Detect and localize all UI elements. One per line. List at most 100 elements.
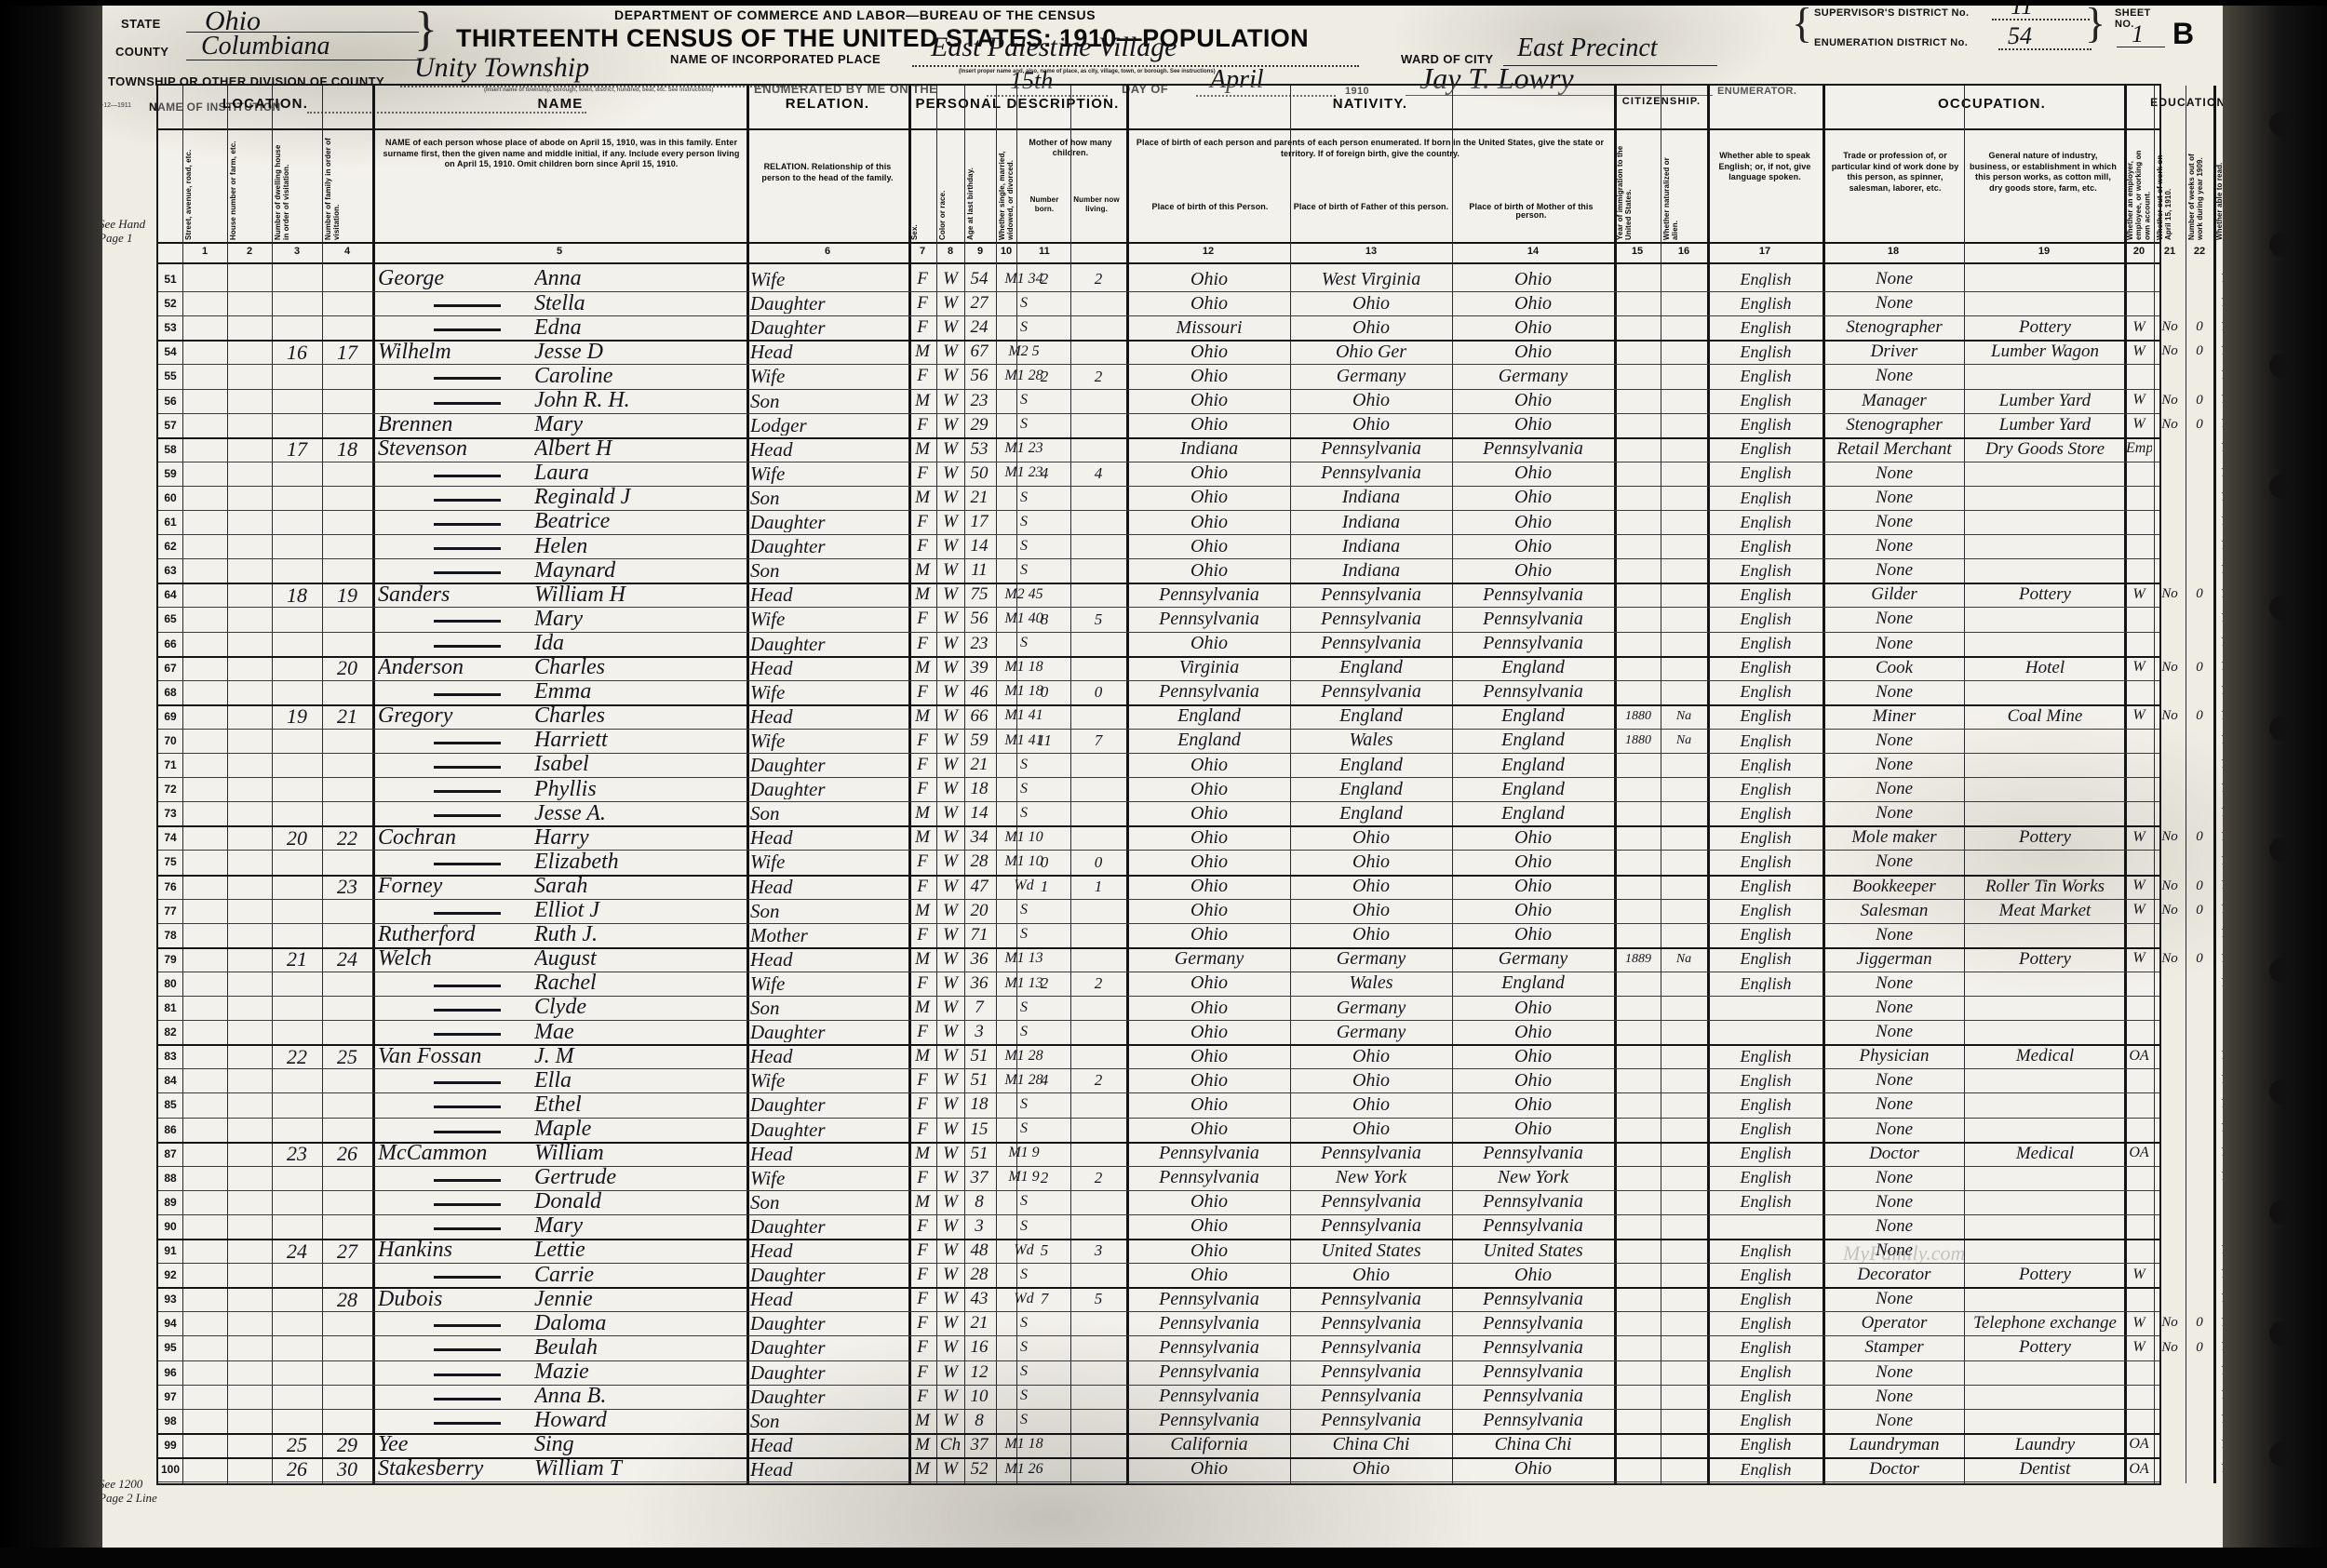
cell-age: 36: [970, 949, 989, 969]
family-rule: [158, 1044, 2159, 1047]
cell-given: Anna B.: [534, 1385, 607, 1409]
cell-emp: OA: [2129, 1048, 2149, 1064]
cell-relation: Wife: [750, 269, 786, 290]
colhdr-24: Whether able to write.: [2247, 160, 2255, 240]
cell-oow: No: [2161, 1316, 2178, 1331]
supervisor-district-label: SUPERVISOR'S DISTRICT No.: [1814, 7, 1970, 19]
cell-pob: Ohio: [1190, 901, 1228, 921]
cell-sex: F: [917, 1362, 928, 1382]
cell-emp: W: [2132, 708, 2145, 724]
cell-relation: Wife: [750, 851, 786, 873]
family-rule: [158, 825, 2159, 828]
ditto-dash: [434, 1130, 501, 1133]
cell-ms: M1 13: [1004, 975, 1043, 991]
ditto-dash: [434, 644, 501, 648]
vrule-english-end: [1823, 86, 1825, 1483]
cell-emp: W: [2132, 586, 2145, 602]
cell-race: W: [943, 1047, 958, 1066]
cell-emp: W: [2132, 343, 2145, 359]
cell-nl: 3: [1094, 1242, 1103, 1259]
cell-mpob: Ohio: [1514, 1070, 1552, 1091]
row-rule: [158, 753, 2159, 754]
cell-fpob: England: [1339, 706, 1403, 727]
line-number: 67: [164, 661, 177, 675]
colnum-23: 23: [2223, 246, 2236, 257]
cell-read: Yes: [2220, 272, 2239, 286]
cell-eng: English: [1740, 635, 1792, 652]
family-rule: [158, 436, 2159, 439]
cell-occ: Doctor: [1869, 1459, 1919, 1479]
cell-mpob: Ohio: [1514, 1022, 1552, 1042]
vrule-c2: [272, 86, 273, 1483]
cell-fpob: Wales: [1349, 730, 1393, 751]
cell-pob: Ohio: [1190, 1046, 1228, 1066]
colhdr-10: Whether single, married, widowed, or div…: [998, 151, 1015, 240]
cell-write: Yes: [2252, 442, 2270, 456]
cell-ms: S: [1020, 1315, 1028, 1331]
cell-fpob: Germany: [1336, 998, 1406, 1018]
cell-sex: F: [917, 1023, 928, 1042]
cell-wks: 0: [2196, 951, 2203, 966]
cell-write: Yes: [2252, 1267, 2270, 1281]
cell-occ: None: [1875, 1095, 1914, 1115]
cell-eng: English: [1740, 1145, 1792, 1163]
cell-sex: M: [915, 561, 930, 581]
cell-eng: English: [1740, 294, 1792, 313]
cell-relation: Wife: [750, 1167, 786, 1188]
cell-age: 37: [970, 1168, 989, 1187]
cell-sex: F: [917, 513, 928, 531]
cell-nl: 4: [1094, 464, 1103, 482]
row-rule: [158, 534, 2159, 536]
cell-race: W: [943, 270, 958, 288]
cell-nb: 7: [1040, 1291, 1049, 1308]
cell-fpob: England: [1339, 803, 1403, 824]
cell-eng: English: [1740, 416, 1792, 435]
cell-pob: Ohio: [1190, 366, 1228, 386]
vrule-school-end: [2312, 86, 2315, 1483]
cell-age: 51: [970, 1144, 989, 1163]
cell-occ: Decorator: [1857, 1266, 1931, 1285]
cell-emp: W: [2132, 903, 2145, 918]
cell-pob: Ohio: [1190, 391, 1228, 411]
cell-ms: M1 28: [1004, 369, 1043, 384]
cell-race: W: [943, 901, 958, 920]
cell-occ: Driver: [1870, 342, 1918, 362]
cell-read: Yes: [2220, 442, 2239, 456]
cell-emp: W: [2132, 393, 2145, 409]
line-number: 78: [164, 928, 177, 942]
cell-eng: English: [1740, 926, 1792, 945]
cell-sex: F: [917, 367, 928, 386]
cell-age: 24: [970, 318, 989, 338]
cell-relation: Wife: [750, 609, 786, 630]
ditto-dash: [434, 1033, 501, 1037]
cell-occ: None: [1875, 513, 1914, 531]
line-number: 80: [164, 976, 177, 990]
line-number: 91: [164, 1244, 177, 1257]
row-rule: [158, 485, 2159, 487]
cell-mpob: Ohio: [1514, 512, 1552, 532]
vrule-c4: [372, 86, 375, 1483]
cell-emp: OA: [2129, 1437, 2149, 1453]
ditto-dash: [434, 1106, 501, 1109]
cell-nat: Na: [1675, 952, 1692, 966]
cell-occ: Retail Merchant: [1836, 439, 1952, 459]
cell-ms: S: [1020, 927, 1028, 943]
cell-sch: Yes: [2285, 539, 2304, 553]
cell-sex: F: [917, 1216, 928, 1236]
cell-fpob: Ohio: [1352, 877, 1390, 897]
cell-emp: W: [2132, 951, 2145, 967]
cell-age: 11: [971, 561, 988, 581]
cell-age: 48: [970, 1241, 989, 1260]
cell-mpob: Pennsylvania: [1483, 584, 1583, 605]
row-rule: [158, 996, 2159, 997]
cell-sex: F: [917, 610, 928, 629]
enumeration-district-label: ENUMERATION DISTRICT No.: [1814, 37, 1969, 48]
cell-write: Yes: [2252, 879, 2270, 893]
cell-ms: M1 28: [1004, 1048, 1043, 1064]
cell-fpob: Pennsylvania: [1321, 1313, 1421, 1333]
cell-race: W: [943, 391, 958, 410]
cell-mpob: Ohio: [1514, 488, 1552, 508]
colnum-9: 9: [976, 246, 984, 257]
family-rule: [158, 340, 2159, 342]
cell-read: Yes: [2220, 515, 2239, 529]
